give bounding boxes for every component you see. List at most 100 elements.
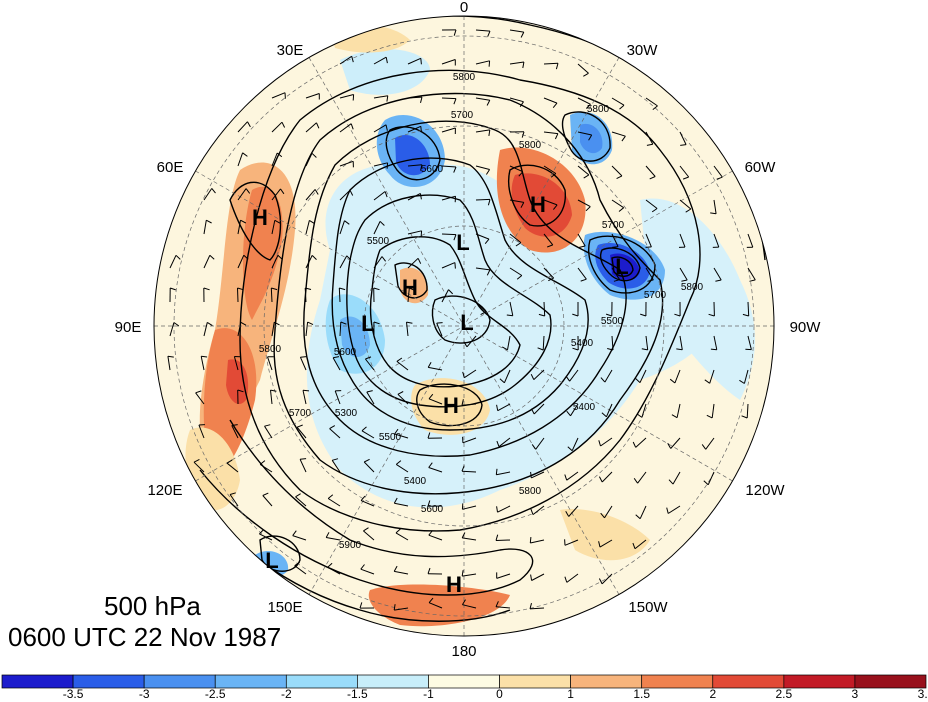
wind-barb: [611, 97, 625, 106]
wind-barb-flag: [605, 313, 612, 317]
wind-barb: [237, 254, 245, 269]
wind-barb: [498, 437, 511, 448]
longitude-label-30e: 30E: [277, 42, 304, 59]
colorbar-swatch: [72, 674, 145, 689]
wind-barb: [428, 602, 443, 609]
wind-barb-flag: [716, 176, 723, 180]
wind-barb-flag: [277, 254, 283, 260]
wind-barb: [339, 189, 351, 201]
wind-barb-flag: [554, 133, 559, 140]
wind-barb: [373, 162, 388, 167]
wind-barb: [645, 267, 654, 281]
wind-barb: [533, 403, 545, 415]
wind-barb-flag: [742, 313, 749, 317]
wind-barb-flag: [530, 508, 534, 515]
wind-barb: [747, 335, 752, 350]
wind-barb: [394, 502, 409, 507]
wind-barb-flag: [420, 96, 423, 104]
wind-barb-flag: [409, 287, 415, 291]
wind-barb: [296, 426, 307, 439]
longitude-label-120w: 120W: [745, 482, 785, 499]
wind-barb-flag: [480, 311, 487, 316]
longitude-label-0: 0: [460, 0, 468, 16]
wind-barb-flag: [393, 497, 398, 504]
wind-barb: [679, 131, 687, 145]
wind-barb-flag: [669, 378, 676, 384]
wind-barb-flag: [598, 440, 601, 447]
wind-barb-flag: [487, 30, 491, 37]
anomaly-negative-region: [306, 164, 717, 508]
wind-barb: [339, 94, 354, 99]
wind-barb: [373, 124, 387, 133]
height-contour: [431, 295, 491, 344]
wind-barb-flag: [685, 208, 692, 213]
wind-barb: [475, 129, 490, 133]
pressure-center-h-pacific: H: [446, 572, 462, 597]
wind-barb-flag: [327, 562, 333, 568]
colorbar-swatch: [214, 674, 287, 689]
wind-barb: [299, 356, 307, 371]
wind-barb-flag: [516, 275, 523, 280]
wind-barb-flag: [340, 321, 347, 325]
wind-barb: [509, 165, 524, 173]
wind-barb-flag: [427, 432, 431, 439]
wind-barb: [331, 460, 341, 473]
wind-barb: [611, 233, 619, 247]
contour-label: 5400: [404, 476, 427, 487]
wind-barb: [713, 335, 718, 350]
wind-barb: [571, 437, 579, 451]
wind-barb: [509, 29, 524, 33]
wind-barb: [645, 165, 656, 177]
wind-barb-flag: [488, 129, 491, 136]
colorbar-tick-label: 2: [709, 687, 716, 701]
wind-barb-flag: [485, 169, 491, 175]
longitude-label-60e: 60E: [157, 159, 184, 176]
wind-barb: [604, 505, 613, 519]
wind-barb: [674, 369, 681, 384]
wind-barb: [611, 335, 614, 351]
wind-barb: [327, 566, 341, 575]
height-contour: [346, 194, 552, 408]
colorbar-tick-label: -2.5: [205, 687, 226, 701]
anomaly-negative-region: [610, 253, 640, 281]
wind-barb: [713, 233, 720, 248]
wind-barb-flag: [461, 599, 466, 605]
wind-barb: [407, 230, 422, 235]
wind-barb: [441, 262, 456, 269]
contour-label: 5700: [289, 408, 312, 419]
wind-barb-flag: [386, 162, 389, 169]
wind-barb: [670, 437, 681, 449]
wind-barb-flag: [565, 511, 570, 517]
wind-barb-flag: [520, 31, 525, 38]
wind-barb: [679, 267, 688, 281]
wind-barb: [600, 437, 613, 447]
wind-barb-flag: [749, 279, 756, 282]
wind-barb-flag: [632, 542, 636, 549]
wind-barb: [645, 335, 649, 350]
wind-barb-flag: [360, 495, 366, 501]
anomaly-negative-region: [340, 49, 430, 95]
wind-barb: [645, 233, 652, 248]
wind-barb-flag: [567, 446, 573, 452]
wind-barb-flag: [583, 174, 590, 179]
wind-barb: [441, 59, 456, 65]
contour-label: 5600: [421, 504, 444, 515]
wind-barb: [233, 356, 239, 371]
wind-barb: [604, 369, 613, 383]
height-contour: [416, 383, 483, 427]
wind-barb-flag: [680, 144, 687, 146]
wind-barb-flag: [600, 377, 606, 383]
colorbar-swatch: [854, 674, 927, 689]
wind-barb-flag: [311, 152, 317, 158]
wind-barb-flag: [294, 561, 300, 567]
wind-barb: [271, 220, 276, 235]
latitude-circle: [173, 35, 755, 617]
wind-barb-flag: [365, 356, 372, 360]
wind-barb-flag: [393, 565, 398, 572]
wind-barb: [713, 199, 717, 214]
wind-barb: [564, 539, 579, 546]
colorbar-swatch: [428, 674, 500, 689]
height-contour: [508, 164, 566, 227]
wind-barb: [543, 233, 554, 246]
wind-barb-flag: [395, 460, 402, 465]
